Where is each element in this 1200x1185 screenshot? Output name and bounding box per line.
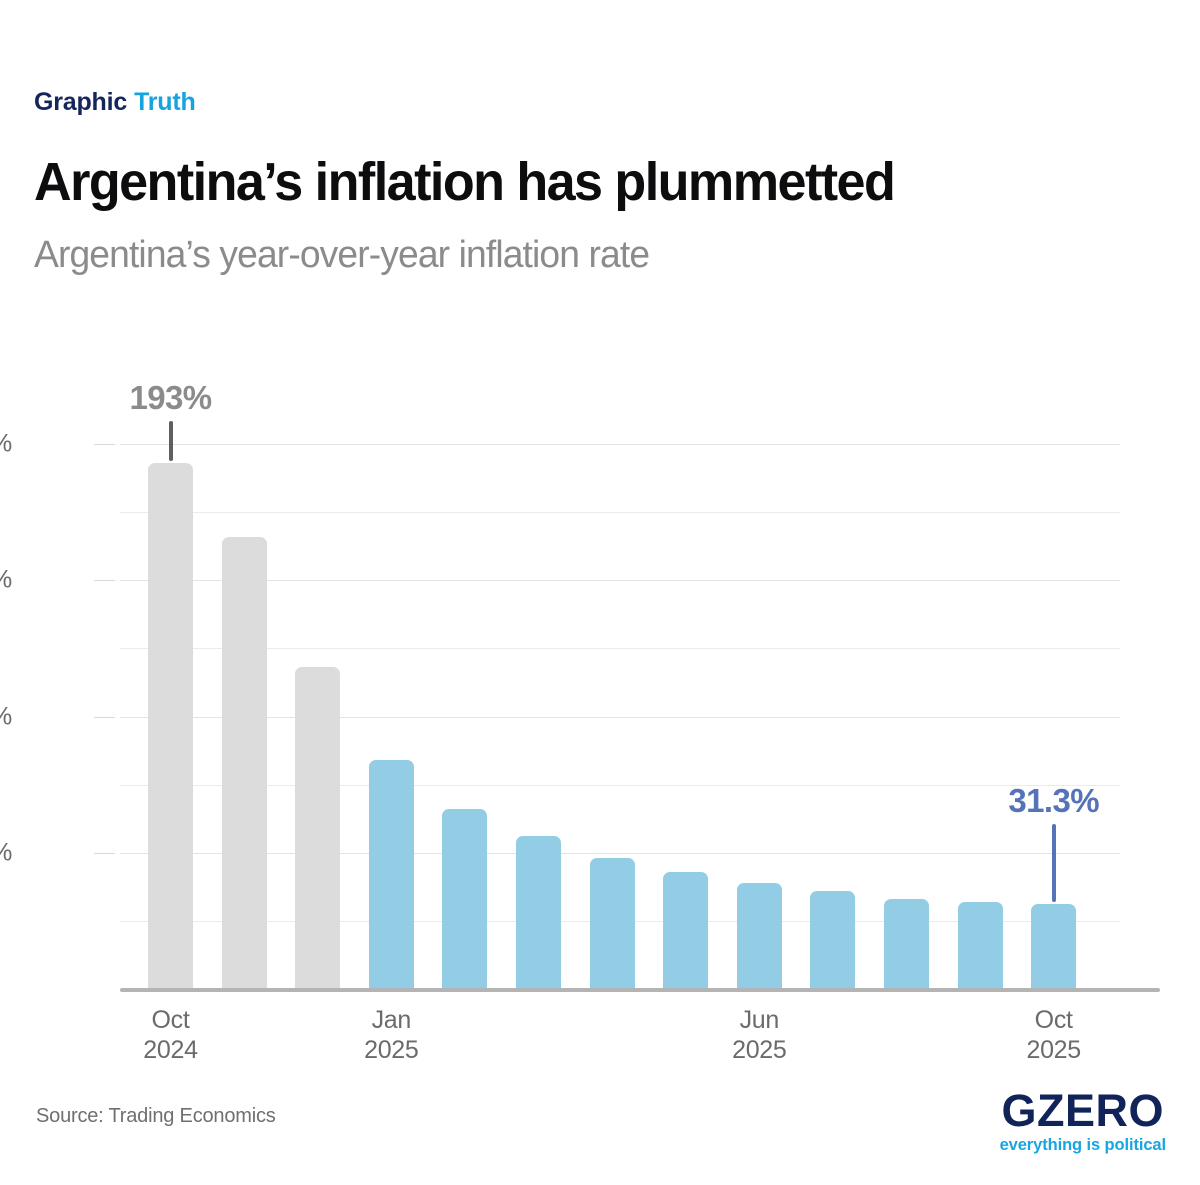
x-axis-tick-label: Oct 2024: [143, 1005, 198, 1065]
y-axis-tick-dash: [94, 580, 115, 582]
y-axis-tick-label: 150%: [0, 566, 12, 595]
y-axis-tick-dash: [94, 716, 115, 718]
callout-value-label: 31.3%: [1008, 781, 1099, 819]
gridline: [120, 648, 1120, 650]
callout-value-label: 193%: [129, 379, 212, 417]
bar: [148, 463, 193, 989]
bar: [368, 760, 414, 989]
x-axis-tick-month: Oct: [1034, 1006, 1073, 1034]
bar: [516, 836, 561, 989]
x-axis-baseline: [120, 988, 1160, 992]
x-axis-tick-month: Jun: [739, 1006, 780, 1034]
page-subtitle: Argentina’s year-over-year inflation rat…: [34, 234, 650, 276]
bar: [589, 858, 635, 989]
bar: [663, 871, 709, 989]
x-axis-tick-year: 2025: [1026, 1036, 1081, 1064]
x-axis-tick-year: 2025: [364, 1036, 419, 1064]
source-note: Source: Trading Economics: [36, 1105, 276, 1127]
bar: [1031, 903, 1077, 989]
plot-area: 200% 150% 100% 50% 193% 31.3%: [0, 379, 1120, 989]
x-axis-tick-label: Oct 2025: [1026, 1005, 1081, 1065]
kicker-accent: Truth: [134, 88, 196, 116]
gridline: [120, 512, 1120, 514]
y-axis-tick-dash: [94, 852, 115, 854]
y-axis-tick-label: 200%: [0, 430, 12, 459]
x-axis-tick-month: Oct: [151, 1006, 190, 1034]
callout-leader-line: [168, 421, 173, 462]
bar: [736, 882, 782, 989]
gzero-logo: GZERO everything is political: [999, 1085, 1167, 1155]
logo-wordmark: GZERO: [1001, 1085, 1165, 1136]
x-axis-tick-year: 2025: [732, 1036, 787, 1064]
bar: [810, 890, 856, 989]
kicker-primary: Graphic: [34, 88, 128, 116]
x-axis-tick-year: 2024: [143, 1036, 198, 1064]
bar: [884, 899, 929, 989]
y-axis-tick-label: 50%: [0, 838, 12, 867]
x-axis-tick-month: Jan: [371, 1006, 412, 1034]
kicker: Graphic Truth: [34, 88, 196, 117]
x-axis-tick-label: Jun 2025: [732, 1005, 787, 1065]
x-axis-tick-label: Jan 2025: [364, 1005, 419, 1065]
bar: [221, 536, 267, 989]
gridline: [120, 784, 1120, 786]
gridline: [120, 444, 1120, 445]
page-title: Argentina’s inflation has plummetted: [34, 152, 896, 212]
bar: [957, 901, 1003, 989]
y-axis-tick-dash: [94, 444, 115, 445]
bar: [442, 809, 488, 989]
gridline: [120, 716, 1120, 718]
y-axis-tick-label: 100%: [0, 702, 12, 731]
gridline: [120, 852, 1120, 854]
bar: [295, 667, 341, 989]
logo-tagline: everything is political: [999, 1136, 1167, 1154]
callout-leader-line: [1051, 823, 1056, 902]
gridline: [120, 580, 1120, 582]
